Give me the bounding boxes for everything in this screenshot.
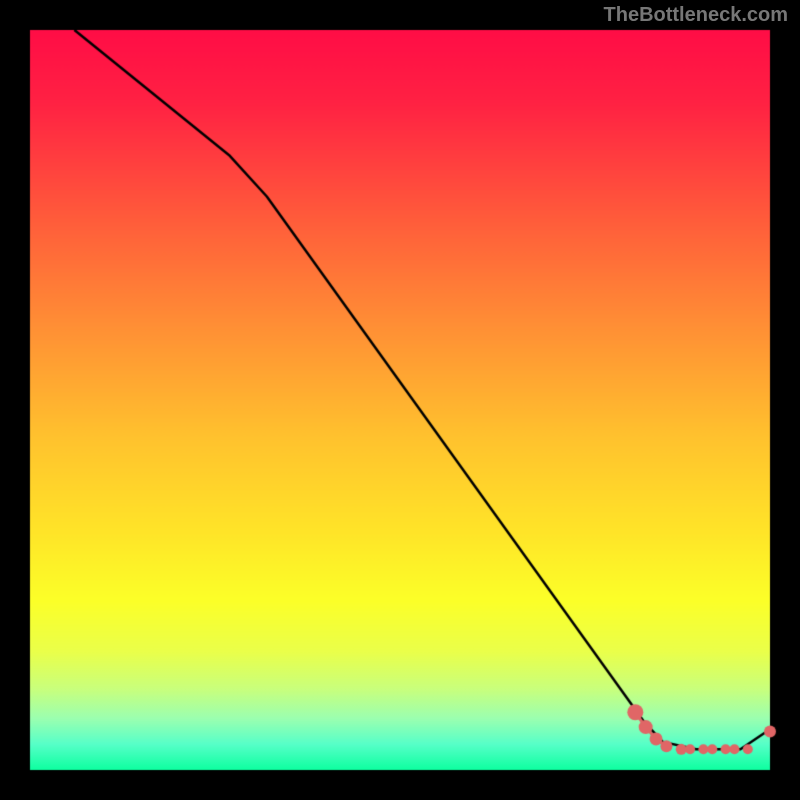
chart-canvas xyxy=(0,0,800,800)
chart-root: TheBottleneck.com xyxy=(0,0,800,800)
source-label: TheBottleneck.com xyxy=(604,4,788,27)
